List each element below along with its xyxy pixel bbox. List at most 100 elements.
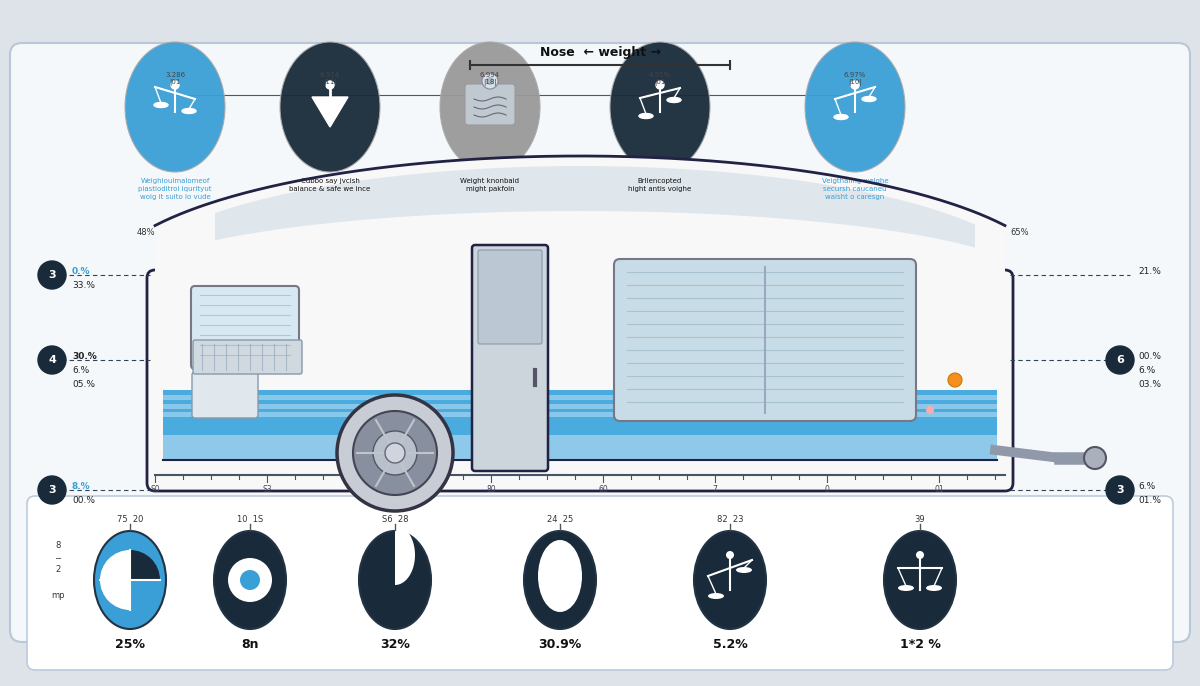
Text: 6.97%
|10|: 6.97% |10|	[844, 72, 866, 86]
Text: Weight knonbaid
might pakfoin: Weight knonbaid might pakfoin	[461, 178, 520, 192]
Ellipse shape	[884, 531, 956, 629]
FancyBboxPatch shape	[191, 286, 299, 369]
Circle shape	[38, 261, 66, 289]
Text: 01.%: 01.%	[1138, 496, 1162, 505]
Circle shape	[326, 81, 334, 89]
Ellipse shape	[640, 113, 653, 119]
Text: 8.%: 8.%	[72, 482, 91, 491]
Circle shape	[38, 346, 66, 374]
Ellipse shape	[359, 531, 431, 629]
Text: 6.994
|18|: 6.994 |18|	[480, 72, 500, 86]
Text: 7: 7	[713, 485, 718, 494]
Ellipse shape	[182, 108, 196, 113]
Wedge shape	[100, 550, 130, 610]
Text: Cubbo say jvcish
balance & safe we ince: Cubbo say jvcish balance & safe we ince	[289, 178, 371, 192]
Text: 6.%: 6.%	[1138, 366, 1156, 375]
Bar	[163, 390, 997, 435]
Polygon shape	[312, 97, 348, 127]
Text: 39: 39	[914, 515, 925, 524]
Text: 5.2%: 5.2%	[713, 638, 748, 651]
Text: 60: 60	[598, 485, 608, 494]
Text: 3: 3	[48, 485, 56, 495]
Text: 4.91%
|01: 4.91% |01	[649, 72, 671, 86]
Text: 32%: 32%	[380, 638, 410, 651]
Ellipse shape	[125, 42, 226, 172]
Text: 1*2 %: 1*2 %	[900, 638, 941, 651]
Ellipse shape	[94, 531, 166, 629]
Ellipse shape	[736, 567, 752, 573]
Text: 21.%: 21.%	[1138, 267, 1160, 276]
Text: 6.%: 6.%	[1138, 482, 1156, 491]
Bar	[163, 404, 997, 409]
Text: S0: S0	[150, 485, 160, 494]
Text: 6: 6	[1116, 355, 1124, 365]
Circle shape	[486, 77, 494, 85]
Text: 0.%: 0.%	[72, 267, 90, 276]
Circle shape	[337, 395, 454, 511]
Ellipse shape	[805, 42, 905, 172]
Circle shape	[240, 570, 260, 590]
FancyBboxPatch shape	[28, 496, 1174, 670]
Ellipse shape	[610, 42, 710, 172]
FancyBboxPatch shape	[478, 250, 542, 344]
Text: 05.%: 05.%	[72, 380, 95, 389]
Text: 3: 3	[1116, 485, 1124, 495]
Text: Veigthaling weighe
secursh caucaneu
waisht o caresgn: Veigthaling weighe secursh caucaneu wais…	[822, 178, 888, 200]
Circle shape	[656, 81, 664, 89]
Ellipse shape	[708, 593, 724, 599]
Circle shape	[373, 431, 418, 475]
Circle shape	[1084, 447, 1106, 469]
Text: Nose  ← weight →: Nose ← weight →	[540, 46, 660, 59]
Text: S6  28: S6 28	[382, 515, 408, 524]
Circle shape	[948, 373, 962, 387]
Ellipse shape	[862, 97, 876, 102]
Text: 4: 4	[48, 355, 56, 365]
Ellipse shape	[524, 531, 596, 629]
Bar	[163, 412, 997, 417]
Text: Brllencopted
hight antis voighe: Brllencopted hight antis voighe	[629, 178, 691, 192]
Text: 10  1S: 10 1S	[236, 515, 263, 524]
Circle shape	[1106, 346, 1134, 374]
Ellipse shape	[898, 585, 914, 591]
Text: Weighloulmalomeof
piastioditrol iqurityut
woig it suito lo vude: Weighloulmalomeof piastioditrol iqurityu…	[138, 178, 211, 200]
Ellipse shape	[538, 540, 582, 612]
Bar	[163, 395, 997, 400]
Ellipse shape	[926, 585, 942, 591]
Text: 6.914
|11|: 6.914 |11|	[320, 72, 340, 86]
Text: 8n: 8n	[241, 638, 259, 651]
Ellipse shape	[440, 42, 540, 172]
Circle shape	[228, 558, 272, 602]
FancyBboxPatch shape	[148, 270, 1013, 491]
Text: 00.%: 00.%	[72, 496, 95, 505]
Text: 8
─
2

mp: 8 ─ 2 mp	[52, 541, 65, 600]
Circle shape	[1106, 476, 1134, 504]
Text: 01: 01	[934, 485, 944, 494]
FancyBboxPatch shape	[193, 340, 302, 374]
Text: 30.9%: 30.9%	[539, 638, 582, 651]
Text: 82  23: 82 23	[716, 515, 743, 524]
Circle shape	[851, 81, 859, 89]
Text: 25%: 25%	[115, 638, 145, 651]
FancyBboxPatch shape	[10, 43, 1190, 642]
Circle shape	[916, 551, 924, 559]
Circle shape	[172, 81, 179, 89]
Ellipse shape	[214, 531, 286, 629]
Ellipse shape	[154, 102, 168, 108]
FancyBboxPatch shape	[614, 259, 916, 421]
Text: S3: S3	[262, 485, 272, 494]
Text: 10: 10	[374, 485, 384, 494]
Circle shape	[926, 406, 934, 414]
Text: 75  20: 75 20	[116, 515, 143, 524]
Ellipse shape	[834, 115, 848, 119]
Text: 65%: 65%	[1010, 228, 1028, 237]
Circle shape	[385, 443, 406, 463]
Circle shape	[38, 476, 66, 504]
Circle shape	[353, 411, 437, 495]
Ellipse shape	[667, 97, 682, 102]
Bar	[163, 435, 997, 460]
Circle shape	[726, 551, 734, 559]
Text: 6.%: 6.%	[72, 366, 89, 375]
Text: 30.%: 30.%	[72, 352, 97, 361]
Text: 48%: 48%	[137, 228, 155, 237]
Ellipse shape	[280, 42, 380, 172]
